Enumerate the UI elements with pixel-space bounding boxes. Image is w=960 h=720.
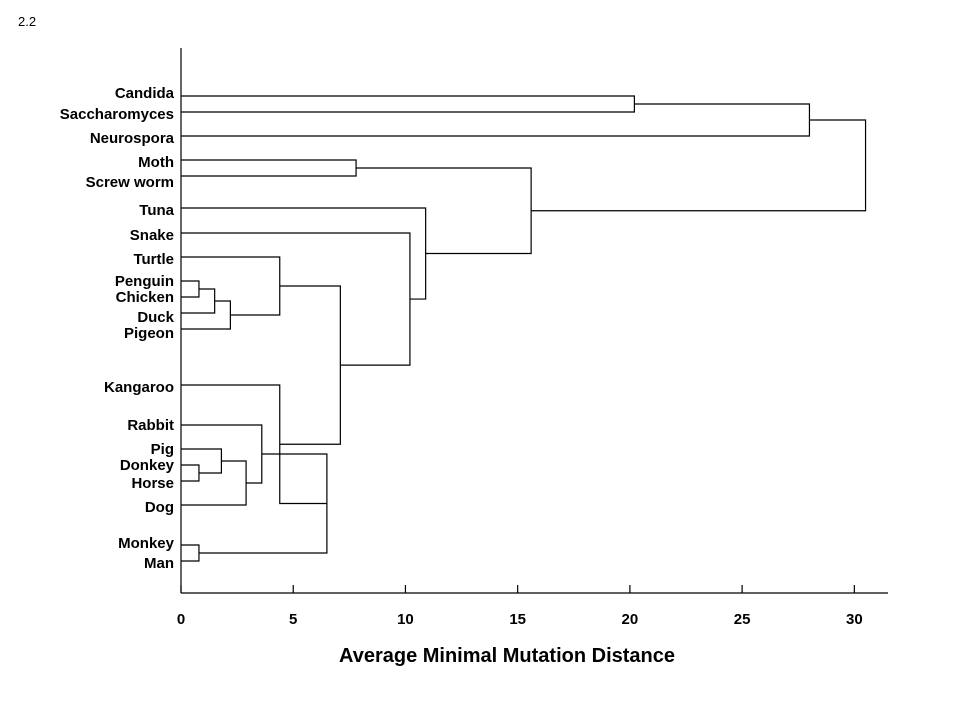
link-penguin-chicken-duck <box>181 288 216 314</box>
leaf-label-neurospora: Neurospora <box>90 130 175 147</box>
link-animals <box>356 167 532 255</box>
leaf-label-saccharomyces: Saccharomyces <box>60 106 174 123</box>
leaf-label-man: Man <box>144 555 174 572</box>
link-donkey-horse <box>181 464 200 482</box>
leaf-label-turtle: Turtle <box>133 251 174 268</box>
x-axis-title: Average Minimal Mutation Distance <box>339 645 675 667</box>
leaf-label-moth: Moth <box>138 154 174 171</box>
x-tick-label-15: 15 <box>509 611 526 628</box>
leaf-label-dog: Dog <box>145 499 174 516</box>
leaf-label-donkey: Donkey <box>120 457 175 474</box>
dendrogram-links <box>181 95 867 562</box>
x-tick-label-0: 0 <box>177 611 185 628</box>
link-ungulates-dog <box>181 460 247 506</box>
x-tick-label-20: 20 <box>622 611 639 628</box>
x-tick-label-10: 10 <box>397 611 414 628</box>
link-candida-saccharomyces <box>181 95 635 113</box>
leaf-label-duck: Duck <box>137 309 174 326</box>
x-tick-label-5: 5 <box>289 611 297 628</box>
leaf-label-horse: Horse <box>131 475 174 492</box>
link-vertebrates <box>181 207 427 300</box>
link-placentals <box>198 453 328 554</box>
leaf-label-penguin: Penguin <box>115 273 174 290</box>
leaf-label-monkey: Monkey <box>118 535 175 552</box>
link-amniotes <box>181 232 411 366</box>
link-birds <box>181 300 231 330</box>
leaf-label-pigeon: Pigeon <box>124 325 174 342</box>
x-tick-label-25: 25 <box>734 611 751 628</box>
leaf-label-screw-worm: Screw worm <box>86 174 174 191</box>
link-fungi <box>181 103 811 137</box>
leaf-label-pig: Pig <box>151 441 174 458</box>
leaf-label-snake: Snake <box>130 227 174 244</box>
x-axis: 0 5 10 15 20 25 30 <box>177 48 888 628</box>
x-tick-label-30: 30 <box>846 611 863 628</box>
leaf-label-chicken: Chicken <box>116 289 174 306</box>
link-monkey-man <box>181 544 200 562</box>
leaf-labels: Candida Saccharomyces Neurospora Moth Screw … <box>60 85 175 572</box>
link-root <box>531 119 867 212</box>
link-insects <box>181 159 357 177</box>
leaf-label-kangaroo: Kangaroo <box>104 379 174 396</box>
leaf-label-rabbit: Rabbit <box>127 417 174 434</box>
link-pig-equids <box>181 448 222 474</box>
link-penguin-chicken <box>181 280 200 298</box>
leaf-label-candida: Candida <box>115 85 175 102</box>
link-amniote-core <box>279 285 341 445</box>
leaf-label-tuna: Tuna <box>139 202 174 219</box>
slide-number: 2.2 <box>18 14 37 29</box>
